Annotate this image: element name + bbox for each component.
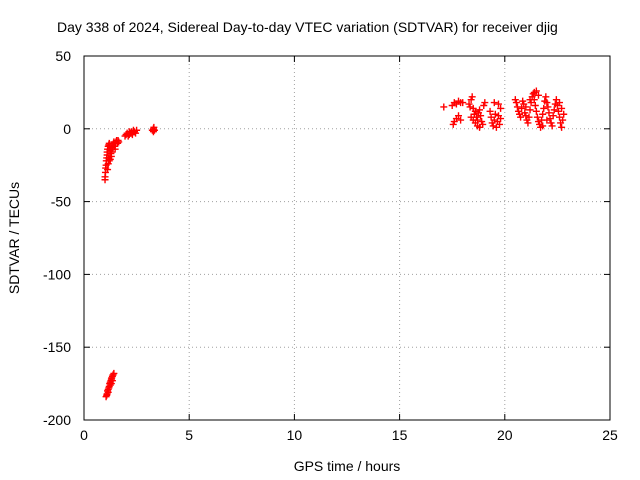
data-point: [496, 120, 504, 128]
data-point: [533, 113, 541, 121]
data-point: [531, 102, 539, 110]
data-point: [490, 99, 498, 107]
plot-frame: [83, 55, 611, 421]
data-point: [518, 104, 526, 112]
data-point: [559, 116, 567, 124]
data-point: [466, 103, 474, 111]
data-point: [105, 154, 113, 162]
x-tick-label: 5: [185, 427, 193, 443]
data-point: [128, 131, 136, 139]
data-point: [539, 110, 547, 118]
data-point: [110, 369, 118, 377]
y-axis-label: SDTVAR / TECUs: [6, 182, 22, 294]
x-tick-label: 0: [80, 427, 88, 443]
data-point: [539, 122, 547, 130]
data-point: [548, 122, 556, 130]
data-point: [471, 107, 479, 115]
x-axis-label: GPS time / hours: [294, 458, 401, 474]
data-point: [550, 106, 558, 114]
data-point: [543, 116, 551, 124]
data-point: [558, 123, 566, 131]
data-point: [517, 113, 525, 121]
data-point: [449, 120, 457, 128]
data-point: [486, 107, 494, 115]
y-tick-label: -100: [43, 266, 71, 282]
data-point: [440, 103, 448, 111]
data-point: [532, 107, 540, 115]
data-point: [544, 103, 552, 111]
data-point: [543, 99, 551, 107]
data-point: [455, 112, 463, 120]
data-point: [476, 106, 484, 114]
x-tick-label: 20: [497, 427, 513, 443]
data-point: [106, 381, 114, 389]
data-point: [108, 377, 116, 385]
data-point: [476, 123, 484, 131]
data-point: [534, 91, 542, 99]
data-point: [532, 87, 540, 95]
y-tick-label: -200: [43, 412, 71, 428]
data-point: [104, 388, 112, 396]
data-point: [457, 116, 465, 124]
y-tick-label: -50: [51, 194, 71, 210]
data-point: [513, 103, 521, 111]
data-point: [150, 126, 158, 134]
data-point: [107, 148, 115, 156]
grid-lines: [84, 56, 610, 420]
data-point: [489, 122, 497, 130]
data-point: [497, 104, 505, 112]
data-point: [477, 112, 485, 120]
data-point: [556, 99, 564, 107]
data-point: [104, 166, 112, 174]
y-tick-label: 0: [63, 121, 71, 137]
y-tick-label: 50: [55, 48, 71, 64]
data-point: [542, 93, 550, 101]
data-point: [468, 93, 476, 101]
x-tick-label: 10: [287, 427, 303, 443]
data-point: [522, 112, 530, 120]
data-point: [149, 128, 157, 136]
data-point: [522, 103, 530, 111]
data-point: [526, 96, 534, 104]
data-point: [558, 104, 566, 112]
data-point: [459, 99, 467, 107]
data-point: [524, 119, 532, 127]
data-point: [497, 115, 505, 123]
data-point: [106, 155, 114, 163]
y-tick-label: -150: [43, 339, 71, 355]
data-point: [491, 110, 499, 118]
x-tick-label: 25: [602, 427, 618, 443]
data-point: [512, 99, 520, 107]
data-point: [494, 100, 502, 108]
data-point: [115, 138, 123, 146]
data-point: [481, 99, 489, 107]
data-point: [490, 116, 498, 124]
data-point: [560, 110, 568, 118]
data-point: [545, 109, 553, 117]
data-point: [549, 112, 557, 120]
data-point: [526, 106, 534, 114]
data-point: [540, 104, 548, 112]
x-tick-label: 15: [392, 427, 408, 443]
data-point: [525, 113, 533, 121]
data-point: [133, 126, 141, 134]
data-points: [101, 87, 568, 401]
axis-ticks: 0 5 10 15 20 25 -200 -150 -100 -50 0 50: [43, 48, 618, 443]
chart-title: Day 338 of 2024, Sidereal Day-to-day VTE…: [57, 19, 558, 35]
